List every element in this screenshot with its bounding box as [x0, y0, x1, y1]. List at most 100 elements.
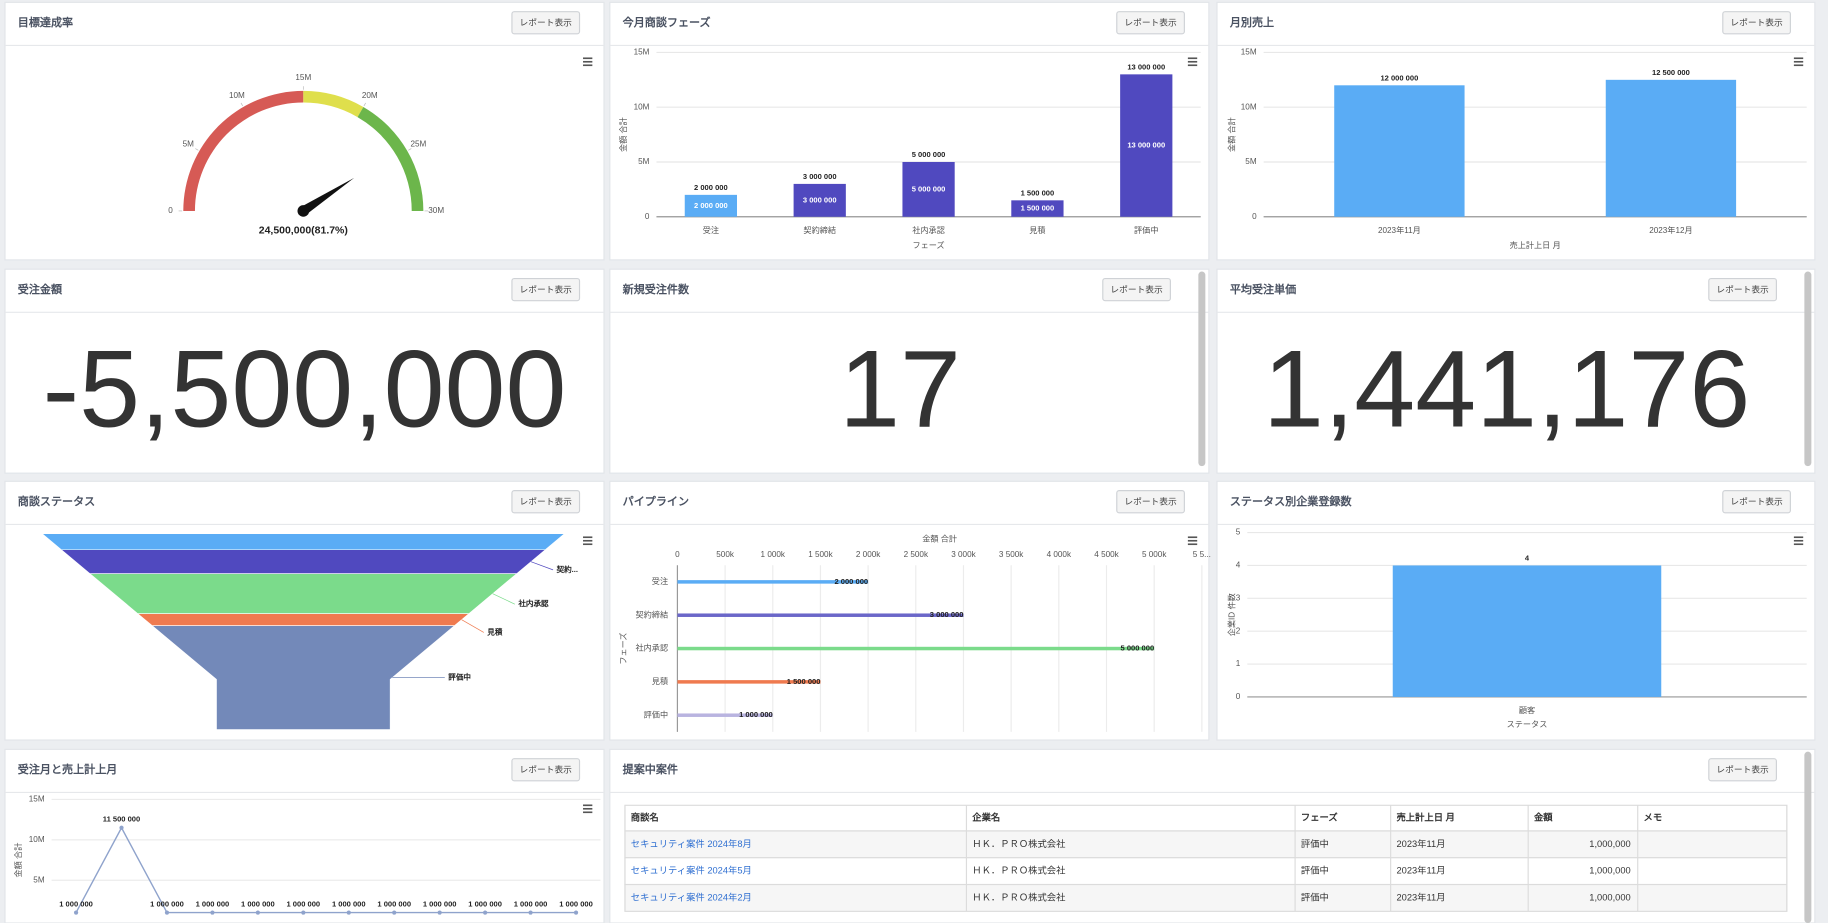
- data-label: 12 000 000: [1380, 73, 1418, 82]
- deal-link[interactable]: セキュリティ案件 2024年2月: [631, 891, 752, 902]
- table-header: 商談名: [631, 812, 659, 823]
- table-cell: 1,000,000: [1589, 839, 1630, 849]
- data-label: 5 000 000: [912, 150, 946, 159]
- line-point: [483, 910, 488, 915]
- report-button-label[interactable]: レポート表示: [1716, 284, 1769, 294]
- report-button[interactable]: [511, 490, 581, 514]
- data-label: 1 000 000: [59, 899, 93, 908]
- x-tick-label: 3 000k: [951, 550, 976, 559]
- table-header: 企業名: [972, 812, 1000, 823]
- funnel-segment: [89, 573, 518, 614]
- report-button[interactable]: [1722, 490, 1791, 514]
- y-tick-label: 3: [1236, 593, 1241, 602]
- inner-data-label: 5 000 000: [912, 184, 946, 193]
- gauge-value-label: 24,500,000(81.7%): [259, 226, 348, 237]
- funnel-label: 評価中: [448, 672, 471, 682]
- y-tick-label: 4: [1236, 561, 1241, 570]
- y-tick-label: 0: [1236, 692, 1241, 701]
- table-cell: 2023年11月: [1396, 891, 1445, 902]
- line-point: [301, 910, 306, 915]
- bar: [793, 183, 846, 217]
- card-title: 受注月と売上計上月: [18, 762, 118, 776]
- deal-link[interactable]: セキュリティ案件 2024年5月: [631, 865, 752, 876]
- bar: [677, 580, 869, 584]
- y-tick-label: 評価中: [644, 709, 668, 719]
- data-label: 11 500 000: [103, 815, 140, 824]
- report-button[interactable]: [511, 277, 581, 302]
- card-title: 商談ステータス: [18, 494, 95, 508]
- report-button[interactable]: [511, 758, 581, 782]
- report-button-label[interactable]: レポート表示: [1110, 284, 1163, 294]
- data-label: 3 000 000: [803, 172, 837, 181]
- data-label: 1 000 000: [559, 899, 593, 908]
- y-axis-title: 金額 合計: [1226, 117, 1236, 152]
- bar: [1011, 200, 1064, 217]
- data-label: 12 500 000: [1652, 68, 1690, 77]
- data-label: 1 500 000: [1021, 188, 1055, 197]
- table-header-row: [624, 804, 1788, 832]
- data-label: 5 000 000: [1121, 644, 1155, 653]
- gauge-band: [303, 90, 364, 118]
- x-axis-title: 売上計上日 月: [1510, 240, 1561, 250]
- report-button-label[interactable]: レポート表示: [1124, 497, 1177, 507]
- bar: [677, 646, 1155, 651]
- y-tick-label: 5: [1236, 528, 1241, 537]
- y-tick-label: 社内承認: [636, 643, 669, 653]
- line-point: [346, 910, 351, 915]
- x-tick-label: 2 000k: [856, 550, 881, 559]
- y-tick-label: 5M: [638, 157, 650, 166]
- data-label: 1 000 000: [739, 710, 773, 719]
- x-tick-label: 顧客: [1519, 705, 1535, 715]
- inner-data-label: 3 000 000: [803, 195, 837, 204]
- data-label: 2 000 000: [694, 183, 728, 192]
- scrollbar: [1804, 751, 1812, 923]
- report-button[interactable]: [1722, 11, 1791, 35]
- y-axis-title: フェーズ: [618, 632, 628, 664]
- table-cell: 1,000,000: [1589, 866, 1630, 876]
- report-button[interactable]: [1116, 490, 1185, 514]
- bar: [1120, 74, 1173, 217]
- line-point: [210, 910, 215, 915]
- report-button-label[interactable]: レポート表示: [1716, 765, 1769, 775]
- report-button-label[interactable]: レポート表示: [1124, 18, 1177, 28]
- gauge-tick-label: 30M: [428, 206, 444, 215]
- y-axis-title: 企業ID 件数: [1226, 593, 1236, 636]
- report-button-label[interactable]: レポート表示: [1730, 497, 1783, 507]
- report-button[interactable]: [511, 11, 581, 35]
- x-tick-label: 3 500k: [999, 550, 1024, 559]
- x-tick-label: 4 000k: [1047, 550, 1072, 559]
- funnel-segment: [60, 549, 547, 575]
- card: [609, 268, 1210, 474]
- report-button-label[interactable]: レポート表示: [520, 284, 573, 294]
- table-cell: ＨＫ．ＰＲＯ株式会社: [972, 865, 1066, 876]
- report-button-label[interactable]: レポート表示: [520, 765, 573, 775]
- gauge-band: [183, 90, 304, 211]
- y-tick-label: 受注: [652, 576, 668, 586]
- card: [4, 268, 605, 474]
- gauge-tick: [195, 148, 199, 151]
- report-button[interactable]: [1116, 11, 1185, 35]
- report-button-label[interactable]: レポート表示: [520, 18, 573, 28]
- card-title: 今月商談フェーズ: [622, 15, 711, 29]
- funnel-connector: [492, 593, 515, 605]
- report-button[interactable]: [1102, 277, 1171, 302]
- y-tick-label: 10M: [29, 835, 45, 844]
- table-header: 金額: [1534, 812, 1553, 823]
- data-label: 1 000 000: [377, 899, 411, 908]
- report-button[interactable]: [1708, 758, 1777, 782]
- bar: [677, 713, 773, 717]
- report-button-label[interactable]: レポート表示: [1730, 18, 1783, 28]
- report-button-label[interactable]: レポート表示: [520, 497, 573, 507]
- line-point: [255, 910, 260, 915]
- inner-data-label: 1 500 000: [1021, 204, 1055, 213]
- funnel-label: 見積: [486, 626, 503, 636]
- card-title: ステータス別企業登録数: [1230, 494, 1353, 508]
- y-tick-label: 契約締結: [636, 609, 669, 619]
- y-axis-title: 金額 合計: [13, 843, 23, 878]
- line-point: [573, 910, 579, 915]
- data-label: 1 000 000: [150, 899, 184, 908]
- line-series: [75, 826, 577, 914]
- report-button[interactable]: [1708, 277, 1777, 302]
- deal-link[interactable]: セキュリティ案件 2024年8月: [631, 838, 752, 849]
- bar: [1334, 85, 1465, 217]
